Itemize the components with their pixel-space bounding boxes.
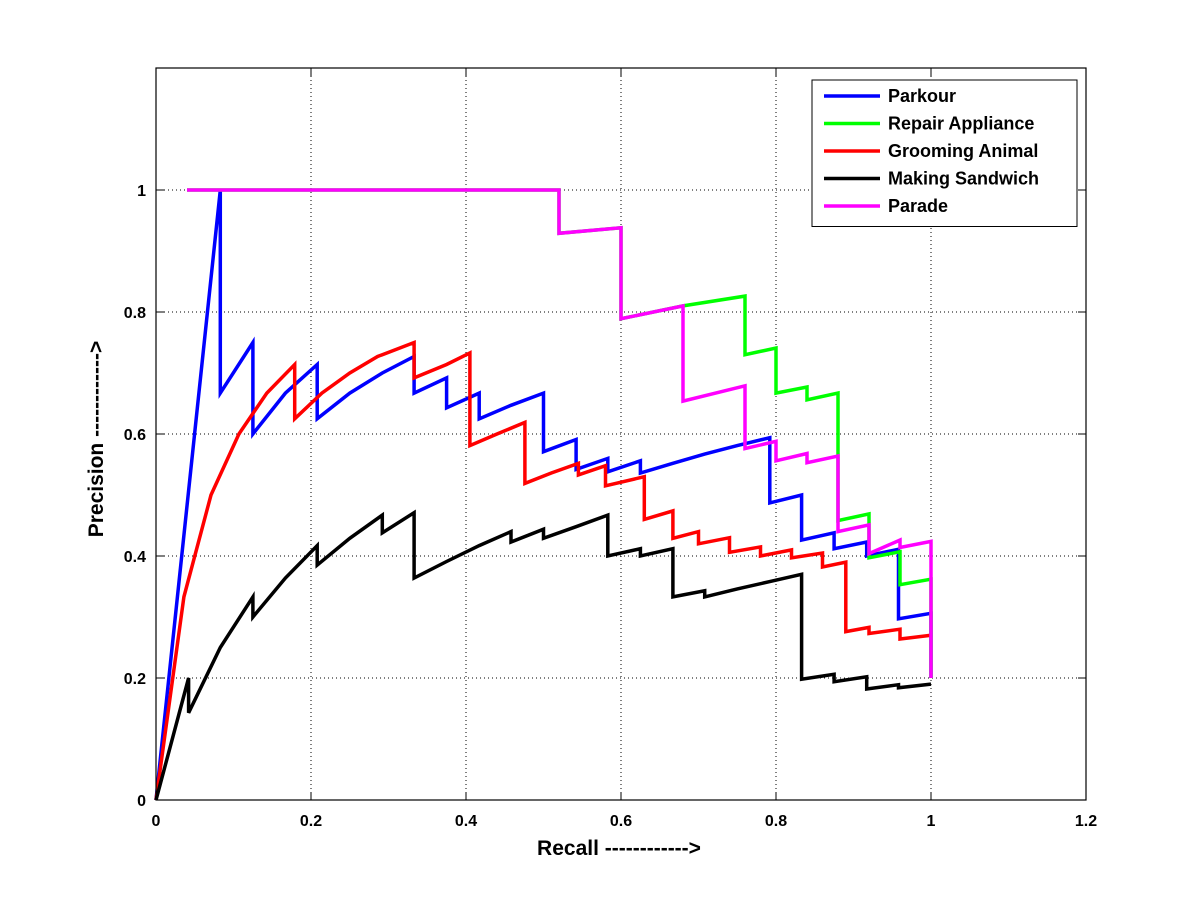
x-tick-label: 0.8 — [765, 813, 787, 830]
legend: Parkour Repair Appliance Grooming Animal Ma… — [811, 79, 1078, 227]
y-tick-label: 0.2 — [124, 671, 146, 688]
x-tick-label: 0.6 — [610, 813, 632, 830]
y-tick-label: 0.8 — [124, 305, 146, 322]
x-tick-label: 1.2 — [1075, 813, 1097, 830]
series-line-grooming-animal — [154, 339, 932, 801]
legend-label-making-sandwich: Making Sandwich — [888, 169, 1039, 189]
x-tick-label: 0 — [152, 813, 161, 830]
legend-label-parade: Parade — [888, 196, 948, 216]
x-axis-title: Recall ------------> — [537, 837, 701, 860]
legend-label-repair-appliance: Repair Appliance — [888, 114, 1034, 134]
legend-box — [811, 79, 1078, 227]
legend-label-parkour: Parkour — [888, 86, 956, 106]
series-line-parade — [187, 188, 933, 678]
series-line-making-sandwich — [154, 509, 932, 801]
legend-label-grooming-animal: Grooming Animal — [888, 141, 1038, 161]
series-line-parkour — [154, 189, 933, 801]
axis-ticks: 0 0.2 0.4 0.6 0.8 1 1.2 0 0.2 0.4 0.6 0.8 1 — [124, 68, 1097, 830]
x-tick-label: 1 — [927, 813, 936, 830]
y-tick-label: 0.6 — [124, 427, 146, 444]
x-tick-label: 0.4 — [455, 813, 477, 830]
y-tick-label: 0.4 — [124, 549, 146, 566]
x-tick-label: 0.2 — [300, 813, 322, 830]
y-tick-label: 1 — [137, 183, 146, 200]
y-tick-label: 0 — [137, 793, 146, 810]
series-lines — [154, 188, 933, 801]
y-axis-title: Precision ------------> — [85, 341, 108, 538]
